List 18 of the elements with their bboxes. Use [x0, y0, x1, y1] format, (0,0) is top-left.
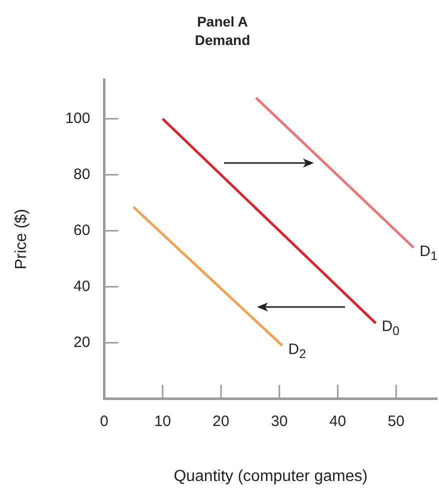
x-tick-label: 10 [154, 412, 171, 430]
chart-title: Panel A [197, 13, 248, 30]
y-tick-label: 60 [74, 222, 90, 239]
x-tick-label: 0 [100, 412, 108, 430]
x-tick-label: 50 [388, 412, 404, 430]
y-tick-label: 80 [74, 166, 90, 183]
y-axis-title: Price ($) [13, 208, 30, 270]
y-tick-label: 100 [65, 110, 90, 127]
x-tick-label: 30 [271, 412, 288, 430]
y-tick-label: 40 [74, 278, 90, 295]
chart-subtitle: Demand [194, 32, 250, 48]
x-axis-title: Quantity (computer games) [174, 468, 368, 485]
x-tick-label: 40 [329, 412, 346, 430]
y-tick-label: 20 [74, 334, 90, 351]
series-label: D$_{0}$ [382, 318, 400, 338]
series-label: D$_{1}$ [420, 242, 438, 263]
series-label: D$_{2}$ [288, 340, 306, 361]
x-tick-label: 20 [212, 412, 230, 430]
